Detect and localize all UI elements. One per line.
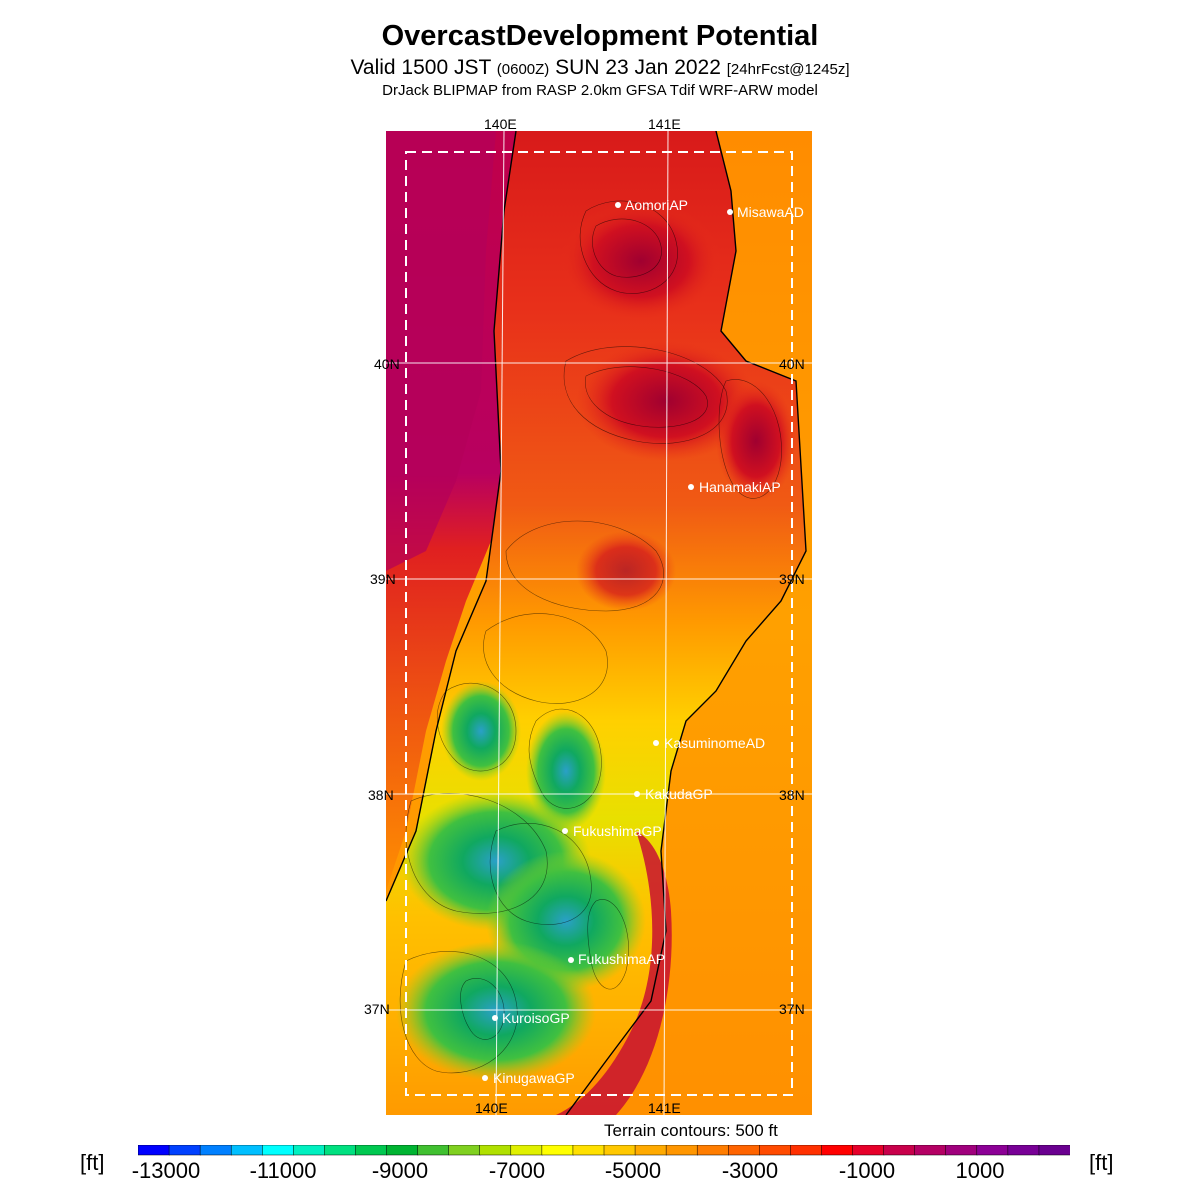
colorbar-swatch	[230, 1145, 264, 1156]
colorbar-swatch	[1007, 1145, 1040, 1156]
model-description: DrJack BLIPMAP from RASP 2.0km GFSA Tdif…	[382, 82, 818, 99]
colorbar-swatch	[852, 1145, 885, 1156]
colorbar-swatch	[199, 1145, 232, 1156]
colorbar-swatch	[324, 1145, 357, 1156]
lon-label-top: 140E	[484, 116, 517, 132]
colorbar-swatch	[168, 1145, 201, 1156]
colorbar-tick: -1000	[838, 1158, 896, 1183]
valid-time-line: Valid 1500 JST (0600Z) SUN 23 Jan 2022 […	[0, 56, 1200, 80]
station-label: KuroisoGP	[502, 1010, 570, 1026]
lat-label-left: 37N	[364, 1001, 390, 1017]
lat-label-right: 38N	[779, 787, 805, 803]
colorbar-tick: -9000	[371, 1158, 429, 1183]
station-label: KakudaGP	[645, 786, 713, 802]
lon-label-bottom: 141E	[648, 1100, 681, 1116]
colorbar-swatch	[293, 1145, 326, 1156]
colorbar-swatch	[790, 1145, 823, 1156]
colorbar-tick: -11000	[249, 1158, 317, 1183]
station-label: KasuminomeAD	[664, 735, 766, 751]
colorbar-swatch	[510, 1145, 543, 1156]
colorbar-swatch	[665, 1145, 698, 1156]
colorbar-swatch	[479, 1145, 512, 1156]
colorbar-swatch	[945, 1145, 978, 1156]
colorbar-swatch	[696, 1145, 730, 1156]
lat-label-right: 39N	[779, 571, 805, 587]
lat-label-left: 39N	[370, 571, 396, 587]
colorbar-swatch	[572, 1145, 605, 1156]
colorbar-swatch	[603, 1145, 636, 1156]
colorbar-swatch	[1038, 1145, 1070, 1156]
colorbar-tick: -13000	[131, 1158, 201, 1183]
lat-label-right: 40N	[779, 356, 805, 372]
colorbar-tick: 1000	[955, 1158, 1005, 1183]
station-label: KinugawaGP	[493, 1070, 575, 1086]
station-label: FukushimaAP	[578, 951, 666, 967]
utc-time: (0600Z)	[496, 61, 550, 78]
lat-label-right: 37N	[779, 1001, 805, 1017]
colorbar-swatch	[634, 1145, 667, 1156]
forecast-info: [24hrFcst@1245z]	[726, 61, 850, 78]
colorbar-swatch	[976, 1145, 1009, 1156]
terrain-contour-note: Terrain contours: 500 ft	[604, 1121, 778, 1140]
valid-time: Valid 1500 JST	[350, 56, 491, 79]
station-label: HanamakiAP	[699, 479, 781, 495]
lat-label-left: 40N	[374, 356, 400, 372]
colorbar-swatch	[821, 1145, 854, 1156]
colorbar-swatch	[448, 1145, 481, 1156]
colorbar-unit-left: [ft]	[80, 1150, 105, 1175]
colorbar-swatch	[541, 1145, 574, 1156]
lon-label-bottom: 140E	[475, 1100, 508, 1116]
colorbar-tick: -3000	[721, 1158, 779, 1183]
colorbar-swatch	[914, 1145, 947, 1156]
overcast-potential-map	[386, 131, 812, 1115]
station-label: FukushimaGP	[573, 823, 662, 839]
colorbar-swatch	[386, 1145, 419, 1156]
lon-label-top: 141E	[648, 116, 681, 132]
colorbar-tick: -5000	[604, 1158, 662, 1183]
colorbar-swatch	[417, 1145, 450, 1156]
map-title: OvercastDevelopment Potential	[381, 20, 819, 52]
colorbar-swatch	[883, 1145, 916, 1156]
colorbar-unit-right: [ft]	[1089, 1150, 1114, 1175]
colorbar-swatch	[728, 1145, 761, 1156]
valid-date: SUN 23 Jan 2022	[555, 56, 721, 79]
colorbar	[138, 1145, 1070, 1156]
lat-label-left: 38N	[368, 787, 394, 803]
colorbar-swatch	[759, 1145, 792, 1156]
colorbar-swatch	[262, 1145, 295, 1156]
colorbar-swatch	[138, 1145, 170, 1156]
colorbar-swatch	[355, 1145, 388, 1156]
station-label: MisawaAD	[737, 204, 804, 220]
colorbar-tick: -7000	[488, 1158, 546, 1183]
station-label: AomoriAP	[625, 197, 689, 213]
